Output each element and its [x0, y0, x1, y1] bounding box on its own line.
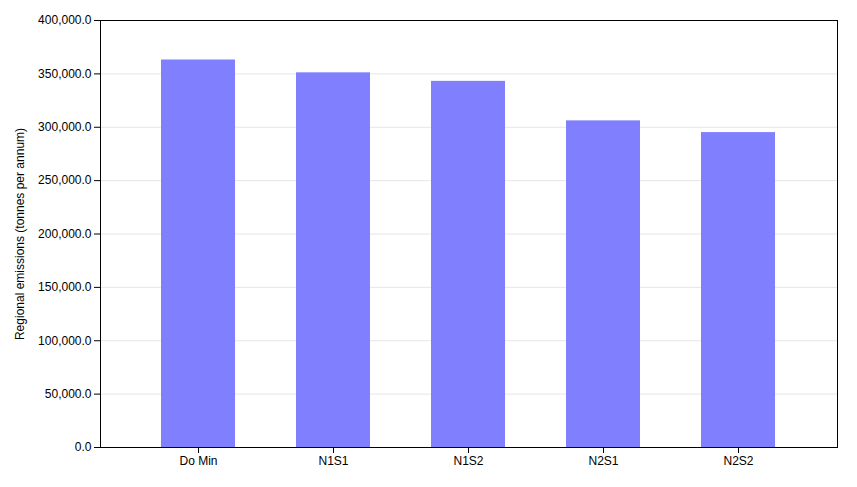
svg-text:N1S1: N1S1: [318, 454, 348, 468]
svg-text:100,000.0: 100,000.0: [38, 334, 92, 348]
svg-text:250,000.0: 250,000.0: [38, 173, 92, 187]
svg-text:300,000.0: 300,000.0: [38, 120, 92, 134]
svg-text:Do Min: Do Min: [179, 454, 217, 468]
svg-text:Regional emissions (tonnes per: Regional emissions (tonnes per annum): [13, 128, 27, 340]
svg-text:350,000.0: 350,000.0: [38, 67, 92, 81]
svg-text:N2S2: N2S2: [723, 454, 753, 468]
svg-text:50,000.0: 50,000.0: [45, 387, 92, 401]
svg-text:150,000.0: 150,000.0: [38, 280, 92, 294]
svg-text:400,000.0: 400,000.0: [38, 13, 92, 27]
svg-text:N2S1: N2S1: [588, 454, 618, 468]
svg-text:N1S2: N1S2: [453, 454, 483, 468]
svg-text:200,000.0: 200,000.0: [38, 227, 92, 241]
svg-text:0.0: 0.0: [75, 440, 92, 454]
